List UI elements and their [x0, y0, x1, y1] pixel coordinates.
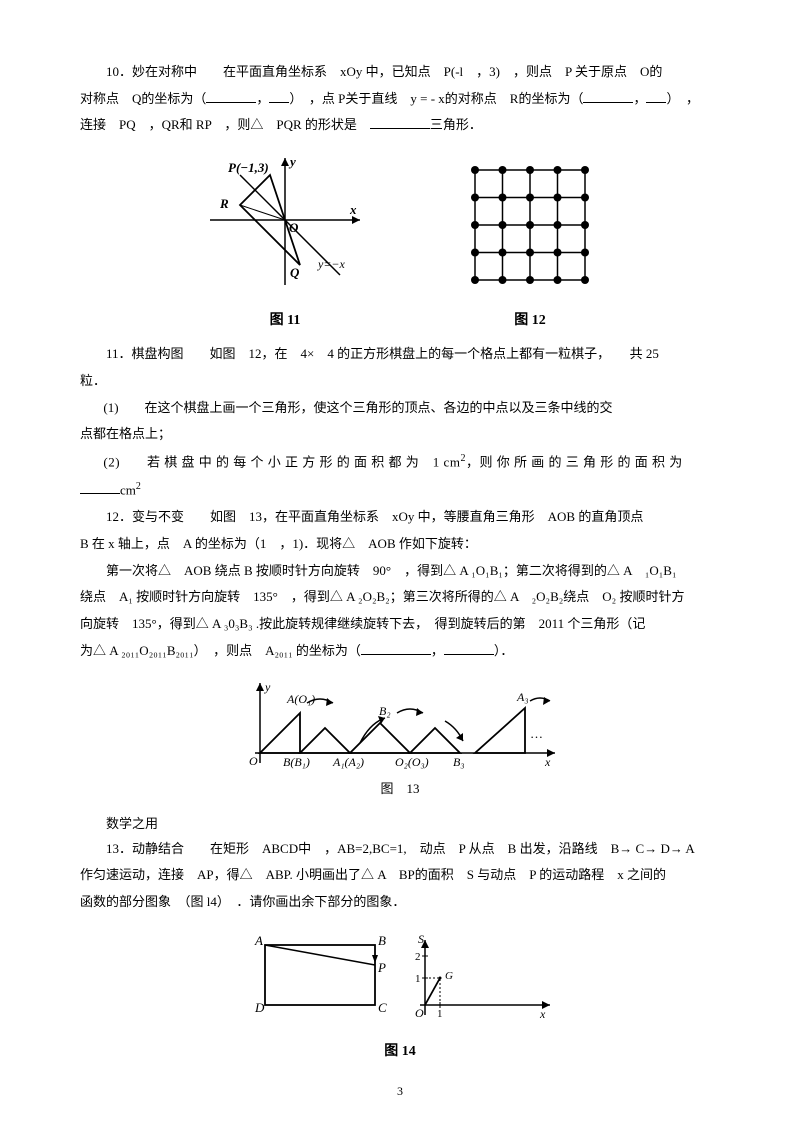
q12-line1: 12．变与不变 如图 13，在平面直角坐标系 xOy 中，等腰直角三角形 AOB…	[80, 505, 720, 530]
svg-text:O₂(O₃): O₂(O₃)	[395, 755, 429, 769]
svg-text:O: O	[415, 1006, 424, 1020]
q10-l2d: ，	[633, 91, 646, 106]
rotation-diagram-icon: … O y x A(O₁) B(B₁) A₁(A₂) B₂ O₂(O₃) B₃ …	[235, 673, 565, 773]
figure-14: A B C D P S x O 1 2 1 G 图 14	[80, 925, 720, 1066]
rect-graph-icon: A B C D P S x O 1 2 1 G	[240, 925, 560, 1035]
svg-text:x: x	[539, 1007, 546, 1021]
svg-text:S: S	[418, 932, 424, 946]
svg-text:B₂: B₂	[379, 704, 391, 718]
q13-line2: 作匀速运动，连接 AP，得△ ABP. 小明画出了△ A BP的面积 S 与动点…	[80, 863, 720, 888]
q12-line3: 第一次将△ AOB 绕点 B 按顺时针方向旋转 90° ，得到△ A ₁O₁B₁…	[80, 559, 720, 584]
q12-line4: 绕点 A₁ 按顺时针方向旋转 135° ，得到△ A ₂O₂B₂；第三次将所得的…	[80, 585, 720, 610]
page-number: 3	[397, 1080, 403, 1103]
figures-row-1: P(−1,3) R O Q x y y=−x 图 11	[80, 150, 720, 334]
svg-text:B(B₁): B(B₁)	[283, 755, 310, 769]
blank	[444, 642, 494, 655]
q12-line2: B 在 x 轴上，点 A 的坐标为（1 ，1)．现将△ AOB 作如下旋转：	[80, 532, 720, 557]
x-label: x	[349, 202, 357, 217]
q10-line2: 对称点 Q的坐标为（ ， ） ，点 P关于直线 y = - x的对称点 R的坐标为（…	[80, 87, 720, 112]
sup-2: 2	[136, 481, 141, 492]
fig14-caption: 图 14	[384, 1039, 416, 1066]
q10-l2a: 对称点 Q的坐标为（	[80, 91, 206, 106]
q-label: Q	[290, 265, 300, 280]
blank	[80, 481, 120, 494]
svg-text:B: B	[378, 933, 386, 948]
q11-s2a: (2) 若 棋 盘 中 的 每 个 小 正 方 形 的 面 积 都 为 1 cm	[103, 454, 460, 469]
q13-line1: 13．动静结合 在矩形 ABCD中 ，AB=2,BC=1, 动点 P 从点 B …	[80, 837, 720, 862]
blank	[269, 90, 289, 103]
q10-l3a: 连接 PQ ，QR和 RP ，则△ PQR 的形状是	[80, 117, 357, 132]
svg-text:B₃: B₃	[453, 755, 465, 769]
fig12-caption: 图 12	[460, 308, 600, 335]
q11-sub1: (1) 在这个棋盘上画一个三角形，使这个三角形的顶点、各边的中点以及三条中线的交	[80, 396, 720, 421]
q12-l6a: 为△ A ₂₀₁₁O₂₀₁₁B₂₀₁₁） ，则点 A₂₀₁₁ 的坐标为（	[80, 643, 361, 658]
q12-line5: 向旋转 135°，得到△ A ₃0₃B₃ .按此旋转规律继续旋转下去， 得到旋转…	[80, 612, 720, 637]
q12-l6c: ）．	[494, 643, 514, 658]
q10-l2c: ） ，点 P关于直线 y = - x的对称点 R的坐标为（	[289, 91, 583, 106]
svg-text:1: 1	[437, 1008, 443, 1020]
svg-text:A: A	[254, 933, 263, 948]
svg-text:1: 1	[415, 973, 421, 985]
svg-text:G: G	[445, 970, 453, 982]
q11-sub2c: cm2	[80, 477, 720, 503]
svg-text:P: P	[377, 960, 386, 975]
coordinate-plot-icon: P(−1,3) R O Q x y y=−x	[200, 150, 370, 295]
grid-icon	[460, 155, 600, 295]
blank	[583, 90, 633, 103]
figure-13: … O y x A(O₁) B(B₁) A₁(A₂) B₂ O₂(O₃) B₃ …	[80, 673, 720, 802]
blank	[361, 642, 431, 655]
q10-l2b: ，	[256, 91, 269, 106]
p-label: P(−1,3)	[228, 160, 269, 175]
q11-line2: 粒．	[80, 369, 720, 394]
q11-line1: 11．棋盘构图 如图 12，在 4× 4 的正方形棋盘上的每一个格点上都有一粒棋…	[80, 342, 720, 367]
blank	[206, 90, 256, 103]
q10-l2e: ） ，	[666, 91, 699, 106]
svg-text:A₁(A₂): A₁(A₂)	[332, 755, 364, 769]
o-label: O	[289, 220, 299, 235]
svg-text:y: y	[264, 680, 271, 694]
q10-line3: 连接 PQ ，QR和 RP ，则△ PQR 的形状是 三角形．	[80, 113, 720, 138]
svg-text:C: C	[378, 1000, 387, 1015]
y-label: y	[288, 154, 296, 169]
blank	[646, 90, 666, 103]
q12-l6b: ，	[431, 643, 444, 658]
r-label: R	[219, 196, 229, 211]
svg-text:…: …	[530, 726, 543, 741]
svg-text:D: D	[254, 1000, 265, 1015]
q11-s2c: cm	[120, 482, 136, 497]
blank	[370, 116, 430, 129]
section-math-use: 数学之用	[80, 812, 720, 837]
svg-text:2: 2	[415, 951, 421, 963]
svg-text:x: x	[544, 755, 551, 769]
fig11-caption: 图 11	[200, 308, 370, 335]
figure-12: 图 12	[460, 155, 600, 334]
q13-line3: 函数的部分图象 （图 l4） ．请你画出余下部分的图象．	[80, 890, 720, 915]
svg-text:O: O	[249, 754, 258, 768]
q11-sub1b: 点都在格点上；	[80, 422, 720, 447]
svg-text:A₃: A₃	[516, 690, 529, 704]
q11-s2b: ，则 你 所 画 的 三 角 形 的 面 积 为	[466, 454, 683, 469]
q12-line6: 为△ A ₂₀₁₁O₂₀₁₁B₂₀₁₁） ，则点 A₂₀₁₁ 的坐标为（ ， ）．	[80, 639, 720, 664]
q10-line1: 10．妙在对称中 在平面直角坐标系 xOy 中，已知点 P(-l ，3) ，则点…	[80, 60, 720, 85]
q11-sub2: (2) 若 棋 盘 中 的 每 个 小 正 方 形 的 面 积 都 为 1 cm…	[80, 449, 720, 475]
fig13-caption: 图 13	[380, 777, 419, 802]
figure-11: P(−1,3) R O Q x y y=−x 图 11	[200, 150, 370, 334]
line-label: y=−x	[317, 257, 346, 271]
svg-text:A(O₁): A(O₁)	[286, 692, 315, 706]
q10-l3b: 三角形．	[430, 117, 482, 132]
